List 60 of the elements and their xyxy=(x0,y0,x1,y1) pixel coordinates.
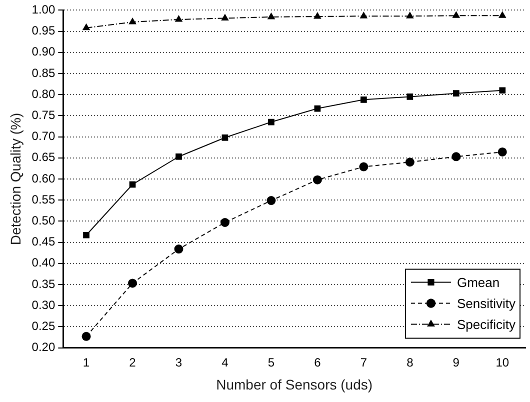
point xyxy=(406,12,414,18)
point xyxy=(82,23,90,30)
y-tick-label: 0.20 xyxy=(32,340,56,354)
x-tick-label: 2 xyxy=(129,355,136,370)
point xyxy=(359,162,368,172)
y-tick-label: 0.40 xyxy=(32,256,56,270)
point xyxy=(360,96,367,103)
point xyxy=(83,232,90,238)
y-tick-label: 0.90 xyxy=(32,44,56,59)
point xyxy=(222,134,228,141)
x-tick-label: 7 xyxy=(360,355,368,370)
x-tick-label: 5 xyxy=(268,355,275,370)
point xyxy=(174,244,184,254)
point xyxy=(314,12,322,19)
point xyxy=(499,87,506,94)
point xyxy=(267,12,276,20)
y-tick-label: 0.85 xyxy=(32,66,56,80)
point xyxy=(128,278,138,288)
legend-label: Specificity xyxy=(456,316,516,332)
legend-label: Sensitivity xyxy=(456,296,516,311)
x-tick-label: 1 xyxy=(82,355,90,370)
y-tick-label: 0.50 xyxy=(32,214,56,228)
point xyxy=(498,11,506,18)
x-tick-label: 8 xyxy=(406,355,414,370)
y-tick-label: 0.25 xyxy=(32,319,56,334)
point xyxy=(174,14,183,22)
point xyxy=(266,196,276,206)
y-tick-label: 0.35 xyxy=(32,276,56,291)
point xyxy=(452,90,460,97)
y-tick-label: 0.45 xyxy=(32,234,56,249)
point xyxy=(128,18,136,24)
x-tick-label: 6 xyxy=(314,355,322,370)
point xyxy=(406,94,414,100)
point xyxy=(452,152,461,162)
y-tick-label: 1.00 xyxy=(32,2,56,17)
point xyxy=(220,218,230,227)
point xyxy=(221,14,229,20)
point xyxy=(498,147,507,156)
x-tick-label: 3 xyxy=(175,355,182,370)
y-tick-label: 0.55 xyxy=(32,192,56,206)
point xyxy=(452,11,460,18)
x-tick-label: 9 xyxy=(452,355,460,370)
y-tick-label: 0.80 xyxy=(32,86,56,101)
point xyxy=(312,175,322,184)
x-axis-title: Number of Sensors (uds) xyxy=(216,376,373,392)
point xyxy=(360,12,368,18)
y-tick-label: 0.75 xyxy=(32,108,56,122)
point xyxy=(176,153,182,160)
y-tick-label: 0.65 xyxy=(32,150,56,164)
y-tick-label: 0.60 xyxy=(32,171,56,186)
point xyxy=(405,158,414,167)
legend-label: Gmean xyxy=(456,274,500,290)
y-axis-title: Detection Quality (%) xyxy=(7,112,24,246)
point xyxy=(268,118,274,126)
y-tick-label: 0.70 xyxy=(32,129,56,144)
x-tick-label: 4 xyxy=(222,355,229,370)
point xyxy=(82,332,91,341)
y-tick-label: 0.95 xyxy=(32,24,56,38)
x-tick-label: 10 xyxy=(496,355,510,370)
y-tick-label: 0.30 xyxy=(32,298,56,312)
